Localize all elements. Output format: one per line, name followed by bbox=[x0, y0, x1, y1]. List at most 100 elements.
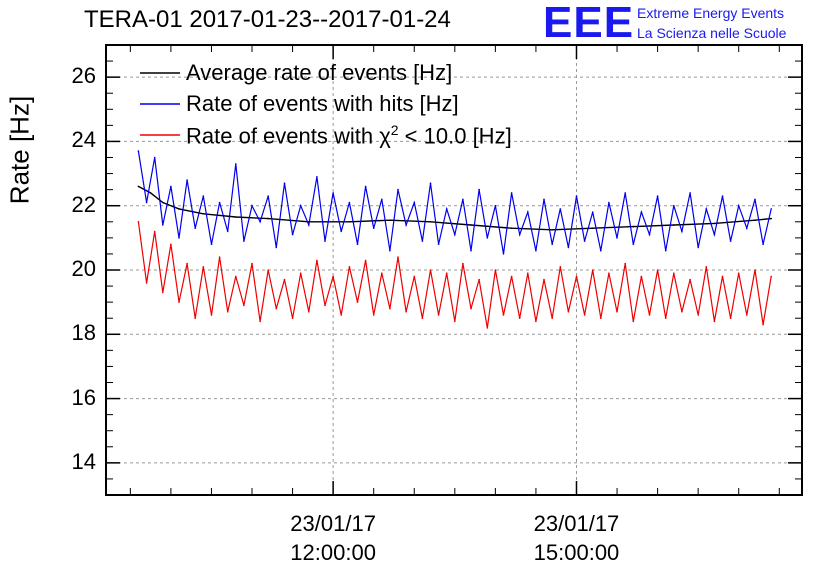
series-hits-rate-point bbox=[405, 224, 407, 226]
series-average-rate-line bbox=[138, 185, 772, 231]
series-hits-rate-point bbox=[275, 246, 278, 249]
series-hits-rate-point bbox=[413, 201, 416, 204]
series-hits-rate-point bbox=[429, 182, 432, 184]
series-hits-rate-point bbox=[535, 249, 537, 252]
series-chi2-rate-point bbox=[502, 314, 505, 316]
series-hits-rate-point bbox=[186, 179, 188, 181]
series-chi2-rate-point bbox=[283, 278, 286, 281]
series-hits-rate-point bbox=[364, 185, 367, 188]
series-chi2-rate-point bbox=[486, 327, 489, 329]
series-hits-rate-point bbox=[218, 201, 221, 204]
series-chi2-rate-point bbox=[210, 314, 213, 316]
series-hits-rate-point bbox=[664, 249, 667, 252]
series-hits-rate-point bbox=[754, 198, 756, 201]
series-hits-rate-point bbox=[226, 230, 229, 233]
y-tick-label: 14 bbox=[71, 448, 96, 474]
series-hits-rate-point bbox=[608, 201, 610, 204]
series-average-rate-point bbox=[348, 221, 351, 223]
series-chi2-rate-point bbox=[178, 301, 180, 303]
series-chi2-rate-point bbox=[170, 243, 172, 246]
series-chi2-rate-point bbox=[243, 304, 245, 307]
series-chi2-rate-point bbox=[381, 272, 383, 275]
series-hits-rate-point bbox=[510, 192, 513, 194]
series-chi2-rate-point bbox=[372, 314, 375, 316]
series-chi2-rate-point bbox=[299, 272, 302, 275]
series-chi2-rate-point bbox=[705, 266, 708, 268]
legend-hits: Rate of events with hits [Hz] bbox=[186, 91, 459, 116]
y-tick-label: 18 bbox=[71, 320, 96, 346]
series-hits-rate-point bbox=[746, 227, 748, 229]
series-chi2-rate-point bbox=[762, 323, 764, 326]
series-hits-rate-point bbox=[299, 204, 302, 207]
series-hits-rate-point bbox=[259, 221, 261, 223]
series-hits-rate-point bbox=[478, 188, 480, 191]
series-average-rate-point bbox=[137, 185, 140, 188]
series-hits-rate-point bbox=[551, 243, 553, 246]
series-hits-rate-point bbox=[389, 249, 391, 252]
series-average-rate-point bbox=[510, 227, 513, 229]
series-chi2-rate-point bbox=[616, 311, 618, 313]
series-chi2-rate-point bbox=[656, 269, 659, 271]
series-hits-rate-point bbox=[583, 240, 586, 242]
series-hits-rate-point bbox=[348, 201, 351, 204]
series-chi2-rate-point bbox=[673, 272, 675, 275]
series-chi2-rate-point bbox=[437, 314, 440, 316]
x-tick-time: 15:00:00 bbox=[533, 540, 620, 565]
series-hits-rate-line bbox=[137, 151, 772, 254]
series-average-rate-point bbox=[551, 229, 553, 231]
series-chi2-rate-point bbox=[356, 301, 359, 303]
series-chi2-rate-point bbox=[746, 314, 748, 316]
series-hits-rate-point bbox=[170, 185, 172, 188]
series-chi2-rate-point bbox=[478, 278, 480, 281]
series-hits-rate-point bbox=[567, 246, 570, 249]
y-tick-label: 24 bbox=[71, 127, 96, 153]
series-hits-rate-point bbox=[737, 204, 740, 207]
series-chi2-rate-point bbox=[186, 262, 188, 265]
series-hits-rate-point bbox=[486, 237, 489, 239]
series-average-rate-point bbox=[591, 227, 594, 229]
x-tick-label: 23/01/17 12:00:00 bbox=[263, 509, 403, 567]
x-tick-time: 12:00:00 bbox=[290, 540, 376, 565]
series-chi2-rate-point bbox=[535, 320, 537, 323]
series-chi2-rate-point bbox=[689, 278, 691, 281]
series-hits-rate-point bbox=[291, 233, 294, 236]
series-chi2-rate-point bbox=[275, 307, 278, 310]
series-chi2-rate-point bbox=[681, 311, 683, 313]
series-hits-rate-point bbox=[153, 156, 156, 159]
series-hits-rate-point bbox=[616, 237, 618, 239]
series-chi2-rate-point bbox=[591, 269, 594, 271]
series-hits-rate-point bbox=[705, 208, 708, 210]
series-chi2-rate-point bbox=[510, 275, 513, 278]
series-hits-rate-point bbox=[202, 195, 205, 197]
series-chi2-rate-point bbox=[218, 256, 221, 258]
series-average-rate-point bbox=[235, 216, 237, 218]
series-hits-rate-point bbox=[502, 253, 505, 255]
series-chi2-rate-point bbox=[624, 262, 626, 265]
series-chi2-rate-point bbox=[575, 275, 578, 278]
series-chi2-rate-point bbox=[454, 320, 456, 323]
series-chi2-rate-point bbox=[648, 314, 651, 316]
series-hits-rate-point bbox=[559, 208, 562, 210]
series-hits-rate-point bbox=[470, 249, 472, 252]
series-average-rate-point bbox=[162, 201, 164, 204]
y-axis-label: Rate [Hz] bbox=[4, 95, 35, 205]
series-chi2-rate-point bbox=[551, 317, 553, 320]
series-chi2-rate-point bbox=[632, 320, 635, 323]
series-average-rate-point bbox=[267, 217, 270, 220]
legend-chi2-sup: 2 bbox=[390, 122, 399, 138]
series-hits-rate-point bbox=[681, 230, 683, 233]
series-chi2-rate-point bbox=[251, 262, 253, 265]
series-hits-rate-point bbox=[267, 195, 270, 197]
series-hits-rate-point bbox=[729, 240, 732, 242]
series-hits-rate-point bbox=[283, 182, 286, 184]
series-chi2-rate-point bbox=[421, 317, 424, 320]
series-chi2-rate-point bbox=[737, 272, 740, 275]
series-average-rate-point bbox=[673, 224, 675, 226]
series-average-rate-point bbox=[389, 219, 391, 221]
legend-chi2-prefix: Rate of events with χ bbox=[186, 123, 391, 149]
series-chi2-rate-point bbox=[389, 307, 391, 310]
series-chi2-rate-point bbox=[713, 320, 716, 323]
series-hits-rate-point bbox=[462, 198, 464, 201]
series-hits-rate-point bbox=[356, 243, 359, 246]
series-hits-rate-point bbox=[575, 195, 578, 197]
